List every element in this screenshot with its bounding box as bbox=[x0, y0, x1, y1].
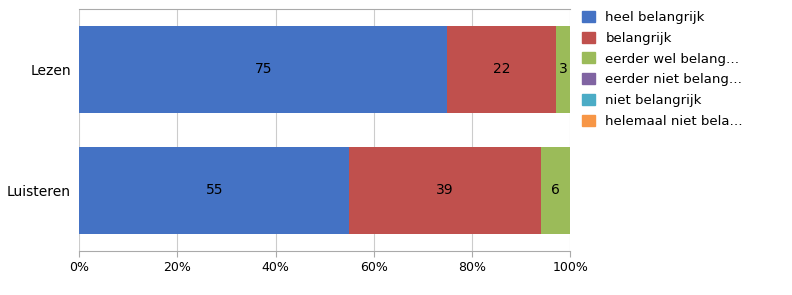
Text: 3: 3 bbox=[558, 62, 567, 76]
Text: 55: 55 bbox=[205, 183, 223, 197]
Text: 6: 6 bbox=[551, 183, 560, 197]
Text: 39: 39 bbox=[436, 183, 454, 197]
Bar bbox=[555, 26, 570, 113]
Legend: heel belangrijk, belangrijk, eerder wel belang…, eerder niet belang…, niet belan: heel belangrijk, belangrijk, eerder wel … bbox=[582, 11, 743, 128]
Bar bbox=[447, 26, 555, 113]
Text: 22: 22 bbox=[493, 62, 510, 76]
Bar bbox=[79, 26, 447, 113]
Bar bbox=[541, 147, 570, 234]
Text: 75: 75 bbox=[254, 62, 272, 76]
Bar bbox=[79, 147, 349, 234]
Bar bbox=[349, 147, 541, 234]
